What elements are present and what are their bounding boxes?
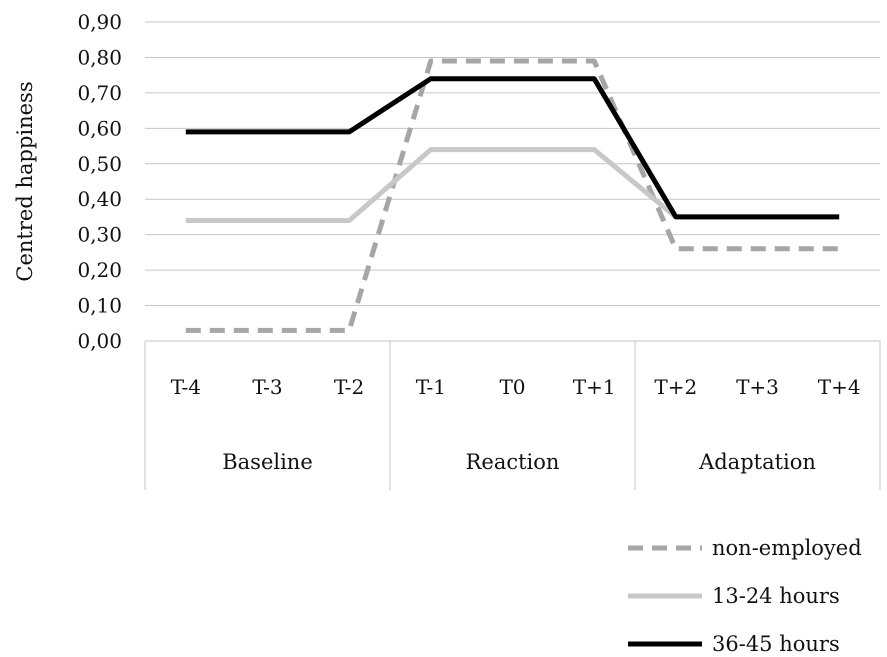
series-line [185,147,840,223]
y-tick-label: 0,00 [77,329,122,353]
y-tick-label: 0,80 [77,45,122,69]
x-tick-label: T-4 [171,375,201,399]
x-axis-group-label: Reaction [466,450,560,474]
legend-label: 13-24 hours [712,584,840,608]
y-tick-label: 0,70 [77,81,122,105]
y-tick-label: 0,90 [77,10,122,34]
x-tick-label: T0 [499,375,525,399]
x-axis-group-label: Adaptation [698,450,816,474]
series-line [185,58,840,333]
y-axis-title: Centred happiness [13,81,37,281]
gridlines [145,21,880,342]
x-tick-label: T+3 [736,375,779,399]
legend-label: non-employed [712,536,862,560]
y-tick-label: 0,60 [77,116,122,140]
x-axis: Baseline Reaction Adaptation T-4 T-3 T-2 T-1 T0… [144,341,881,490]
y-tick-label: 0,40 [77,187,122,211]
legend: non-employed 13-24 hours 36-45 hours [628,536,862,656]
x-tick-label: T-1 [416,375,446,399]
y-axis-ticks: 0,00 0,10 0,20 0,30 0,40 0,50 0,60 0,70 0,80 0,90 [77,10,122,353]
x-tick-label: T-2 [334,375,364,399]
x-tick-label: T-3 [252,375,282,399]
x-tick-label: T+2 [654,375,697,399]
y-tick-label: 0,30 [77,223,122,247]
series-line [185,76,840,220]
y-tick-label: 0,10 [77,294,122,318]
series-lines [185,58,840,333]
x-tick-label: T+1 [573,375,616,399]
x-tick-label: T+4 [818,375,861,399]
x-axis-group-label: Baseline [222,450,313,474]
y-tick-label: 0,50 [77,152,122,176]
legend-label: 36-45 hours [712,632,840,656]
y-tick-label: 0,20 [77,258,122,282]
